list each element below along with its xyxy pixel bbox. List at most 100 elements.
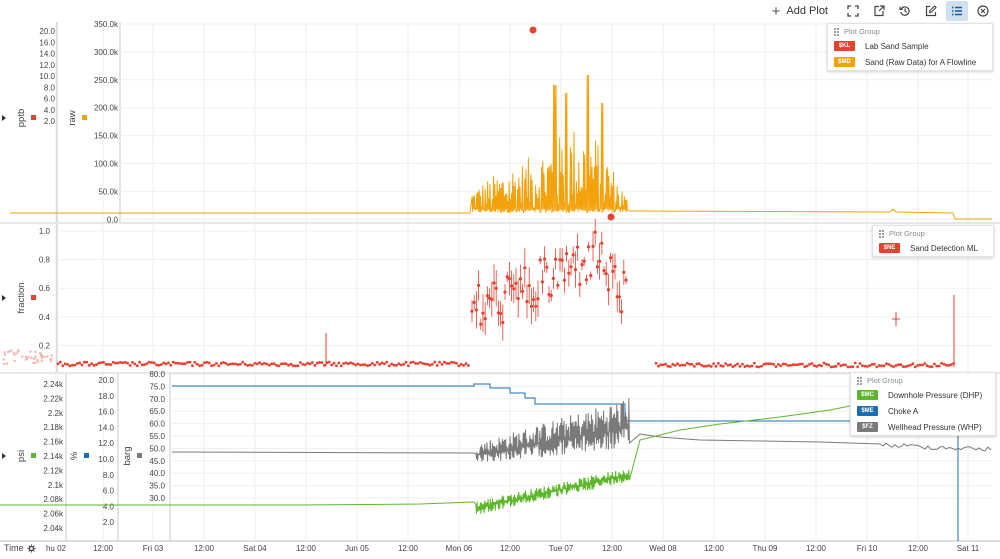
data-point xyxy=(61,364,65,368)
legend-item[interactable]: $ME Choke A xyxy=(851,403,995,419)
gear-icon[interactable] xyxy=(27,543,36,553)
data-point xyxy=(147,360,151,364)
data-point xyxy=(2,362,6,366)
data-point xyxy=(219,361,223,365)
plot-group-legend-sand[interactable]: Plot Group $KL Lab Sand Sample $MD Sand … xyxy=(827,23,993,71)
y-tick-label: 65.0 xyxy=(149,407,165,416)
time-tick-label: Sat 04 xyxy=(243,544,267,553)
data-point xyxy=(351,362,355,365)
data-point xyxy=(279,362,283,366)
legend-item[interactable]: $KL Lab Sand Sample xyxy=(828,38,992,54)
legend-item[interactable]: $FZ Wellhead Pressure (WHP) xyxy=(851,419,995,435)
drag-handle-icon[interactable] xyxy=(834,27,839,36)
y-tick-label: 70.0 xyxy=(149,395,165,404)
data-point xyxy=(330,363,333,367)
y-tick-label: 8.0 xyxy=(44,83,56,92)
add-plot-button[interactable]: + Add Plot xyxy=(772,4,828,19)
data-point xyxy=(921,363,924,367)
data-point xyxy=(162,361,166,365)
data-point xyxy=(514,281,518,285)
data-point xyxy=(416,362,420,365)
data-point xyxy=(801,362,804,366)
y-tick-label: 30.0 xyxy=(149,494,165,503)
data-point xyxy=(73,363,77,367)
legend-header[interactable]: Plot Group xyxy=(851,373,995,387)
y-tick-label: 55.0 xyxy=(149,432,165,441)
legend-item[interactable]: $NE Sand Detection ML xyxy=(873,240,993,256)
data-point xyxy=(748,365,751,368)
time-tick-label: Fri 10 xyxy=(857,544,878,553)
legend-header[interactable]: Plot Group xyxy=(873,226,993,240)
export-button[interactable] xyxy=(868,1,890,21)
y-tick-label: 250.0k xyxy=(94,76,119,85)
edit-button[interactable] xyxy=(920,1,942,21)
data-point xyxy=(315,361,319,365)
plot-group-legend-ml[interactable]: Plot Group $NE Sand Detection ML xyxy=(872,225,994,257)
legend-item[interactable]: $MD Sand (Raw Data) for A Flowline xyxy=(828,54,992,70)
data-point xyxy=(892,365,895,369)
data-point xyxy=(928,365,931,368)
data-point xyxy=(624,278,628,282)
data-point xyxy=(282,362,285,365)
data-point xyxy=(92,364,96,367)
data-point xyxy=(99,361,103,364)
legend-header[interactable]: Plot Group xyxy=(828,24,992,38)
data-point xyxy=(97,361,101,365)
data-point xyxy=(354,363,357,367)
data-point xyxy=(121,361,125,365)
drag-handle-icon[interactable] xyxy=(879,229,884,238)
fullscreen-button[interactable] xyxy=(842,1,864,21)
time-tick-label: Wed 08 xyxy=(649,544,677,553)
data-point xyxy=(87,364,91,367)
data-point xyxy=(738,365,742,368)
data-point xyxy=(399,363,403,367)
data-point xyxy=(712,362,715,365)
data-point xyxy=(913,365,917,369)
y-tick-label: 2.0 xyxy=(44,117,56,126)
data-point xyxy=(598,259,602,263)
axis-color-marker xyxy=(84,453,89,458)
data-point xyxy=(779,364,783,368)
legend-item[interactable]: $MC Downhole Pressure (DHP) xyxy=(851,387,995,403)
y-tick-label: 80.0 xyxy=(149,370,165,379)
time-tick-label: 12:00 xyxy=(908,544,929,553)
data-point xyxy=(657,364,660,368)
data-point xyxy=(676,362,679,366)
axis-color-marker xyxy=(31,453,36,458)
data-point xyxy=(171,360,175,364)
data-point xyxy=(724,362,727,365)
data-point xyxy=(554,257,558,261)
data-point xyxy=(861,364,864,367)
legend-list-button[interactable] xyxy=(946,1,968,21)
data-point xyxy=(916,364,919,367)
drag-handle-icon[interactable] xyxy=(857,376,862,385)
history-icon xyxy=(899,6,910,16)
data-point xyxy=(150,361,154,364)
data-point xyxy=(753,361,756,365)
data-point xyxy=(733,364,737,367)
close-button[interactable] xyxy=(972,1,994,21)
data-point xyxy=(865,365,869,368)
plot-group-legend-pressure[interactable]: Plot Group $MC Downhole Pressure (DHP) $… xyxy=(850,372,996,436)
legend-item-label: Sand Detection ML xyxy=(910,243,979,253)
data-point xyxy=(426,362,429,366)
data-point xyxy=(560,258,564,262)
legend-swatch: $ME xyxy=(857,406,878,416)
series-sand-detection-ml xyxy=(2,218,955,369)
data-point xyxy=(131,361,134,364)
data-point xyxy=(464,362,468,366)
data-point xyxy=(138,360,142,364)
data-point xyxy=(525,300,529,304)
data-point xyxy=(661,363,665,367)
data-point xyxy=(930,365,934,369)
y-tick-label: 18.0 xyxy=(98,392,114,401)
data-point xyxy=(188,360,192,364)
data-point xyxy=(246,364,250,367)
history-button[interactable] xyxy=(894,1,916,21)
legend-item-label: Lab Sand Sample xyxy=(865,41,929,51)
time-tick-label: 12:00 xyxy=(704,544,725,553)
data-point xyxy=(450,360,453,364)
data-point xyxy=(34,350,37,354)
data-point xyxy=(222,361,226,364)
